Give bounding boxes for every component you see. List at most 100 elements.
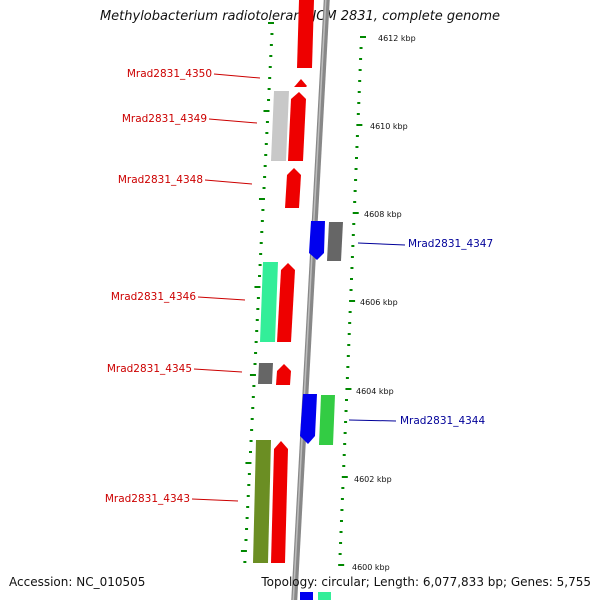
gene-label-4343[interactable]: Mrad2831_4343 xyxy=(105,493,190,505)
minor-tick xyxy=(255,319,259,321)
cog-block-4347[interactable] xyxy=(327,222,343,261)
minor-tick xyxy=(250,429,254,431)
minor-tick xyxy=(353,190,357,192)
minor-tick xyxy=(354,179,358,181)
minor-tick xyxy=(251,396,255,398)
minor-tick xyxy=(342,454,346,456)
minor-tick xyxy=(339,531,343,533)
minor-tick xyxy=(343,443,347,445)
minor-tick xyxy=(357,91,361,93)
minor-tick xyxy=(250,418,254,420)
gene-label-4344[interactable]: Mrad2831_4344 xyxy=(400,415,485,427)
major-tick xyxy=(254,286,261,288)
cog-block-4349[interactable] xyxy=(271,91,289,161)
gene-arrow-4345[interactable] xyxy=(276,364,291,385)
gene-arrow-4349[interactable] xyxy=(288,92,306,161)
cog-block-bottom-aqua[interactable] xyxy=(318,592,331,600)
gene-arrow-4343[interactable] xyxy=(271,441,288,563)
minor-tick xyxy=(344,421,348,423)
gene-arrow-4348[interactable] xyxy=(285,168,301,208)
major-tick xyxy=(249,374,256,376)
cog-block-4344[interactable] xyxy=(319,395,335,445)
gene-label-4346[interactable]: Mrad2831_4346 xyxy=(111,291,196,303)
gene-label-4345[interactable]: Mrad2831_4345 xyxy=(107,363,192,375)
minor-tick xyxy=(249,440,253,442)
minor-tick xyxy=(267,88,271,90)
minor-tick xyxy=(259,253,263,255)
minor-tick xyxy=(254,352,258,354)
genome-backbone-highlight xyxy=(292,0,327,600)
kbp-label-4608: 4608 kbp xyxy=(364,210,402,219)
minor-tick xyxy=(344,399,348,401)
minor-tick xyxy=(349,278,353,280)
minor-tick xyxy=(339,520,343,522)
cog-block-4346[interactable] xyxy=(260,262,278,342)
minor-tick xyxy=(254,341,258,343)
gene-label-4350[interactable]: Mrad2831_4350 xyxy=(127,68,212,80)
gene-arrow-4347[interactable] xyxy=(309,221,325,260)
gene-label-4349[interactable]: Mrad2831_4349 xyxy=(122,113,207,125)
minor-tick xyxy=(339,542,343,544)
gene-arrow-top[interactable] xyxy=(297,0,314,68)
gene-arrow-4350[interactable] xyxy=(294,79,307,87)
minor-tick xyxy=(243,561,247,563)
minor-tick xyxy=(264,154,268,156)
major-tick xyxy=(268,22,274,24)
minor-tick xyxy=(246,495,250,497)
major-tick xyxy=(258,198,265,200)
minor-tick xyxy=(269,44,273,46)
minor-tick xyxy=(263,176,267,178)
kbp-label-4604: 4604 kbp xyxy=(356,387,394,396)
gene-label-4348[interactable]: Mrad2831_4348 xyxy=(118,174,203,186)
minor-tick xyxy=(355,135,359,137)
minor-tick xyxy=(356,113,360,115)
minor-tick xyxy=(347,344,351,346)
kbp-label-4606: 4606 kbp xyxy=(360,298,398,307)
minor-tick xyxy=(338,553,342,555)
major-tick xyxy=(352,212,359,214)
minor-tick xyxy=(351,234,355,236)
minor-tick xyxy=(247,473,251,475)
kbp-label-4610: 4610 kbp xyxy=(370,122,408,131)
minor-tick xyxy=(245,528,249,530)
minor-tick xyxy=(340,498,344,500)
minor-tick xyxy=(359,47,363,49)
minor-tick xyxy=(353,201,357,203)
minor-tick xyxy=(343,432,347,434)
minor-tick xyxy=(341,487,345,489)
minor-tick xyxy=(263,165,267,167)
gene-arrow-4344[interactable] xyxy=(300,394,317,444)
minor-tick xyxy=(348,311,352,313)
minor-tick xyxy=(268,77,272,79)
kbp-label-4612: 4612 kbp xyxy=(378,34,416,43)
minor-tick xyxy=(355,146,359,148)
cog-block-4345[interactable] xyxy=(258,363,273,384)
tick-track xyxy=(240,22,366,566)
major-tick xyxy=(245,462,252,464)
gene-arrow-bottom-blue[interactable] xyxy=(300,592,313,600)
minor-tick xyxy=(261,209,265,211)
gene-label-4347[interactable]: Mrad2831_4347 xyxy=(408,238,493,250)
minor-tick xyxy=(347,333,351,335)
minor-tick xyxy=(348,322,352,324)
minor-tick xyxy=(260,220,264,222)
minor-tick xyxy=(262,187,266,189)
minor-tick xyxy=(345,377,349,379)
gene-callouts xyxy=(191,73,406,502)
minor-tick xyxy=(245,517,249,519)
minor-tick xyxy=(267,99,271,101)
minor-tick xyxy=(253,363,257,365)
minor-tick xyxy=(246,506,250,508)
minor-tick xyxy=(351,245,355,247)
genome-backbone xyxy=(291,0,330,600)
minor-tick xyxy=(264,143,268,145)
cog-block-4343[interactable] xyxy=(253,440,271,563)
gene-arrow-4346[interactable] xyxy=(277,263,295,342)
minor-tick xyxy=(352,223,356,225)
minor-tick xyxy=(359,58,363,60)
major-tick xyxy=(356,124,363,126)
minor-tick xyxy=(265,121,269,123)
minor-tick xyxy=(255,330,259,332)
minor-tick xyxy=(244,539,248,541)
